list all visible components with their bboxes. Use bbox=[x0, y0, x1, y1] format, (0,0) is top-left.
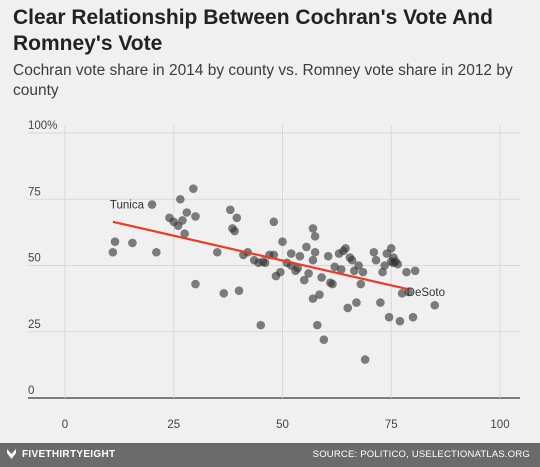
data-point bbox=[308, 224, 318, 233]
data-point bbox=[310, 232, 320, 241]
data-points bbox=[108, 184, 440, 364]
data-point bbox=[304, 269, 313, 278]
footer-bar: FIVETHIRTYEIGHT SOURCE: POLITICO, USELEC… bbox=[0, 443, 540, 467]
chart-title: Clear Relationship Between Cochran's Vot… bbox=[13, 6, 493, 55]
data-point bbox=[269, 217, 279, 227]
data-point bbox=[341, 243, 350, 253]
data-point bbox=[191, 212, 200, 221]
data-point bbox=[182, 208, 192, 217]
data-point bbox=[397, 289, 407, 298]
x-tick-label: 50 bbox=[276, 419, 289, 431]
data-point bbox=[336, 265, 346, 274]
data-point bbox=[354, 261, 363, 270]
data-point bbox=[108, 247, 118, 257]
data-point bbox=[328, 279, 337, 289]
data-point bbox=[110, 237, 120, 246]
data-point bbox=[395, 316, 405, 326]
x-tick-label: 25 bbox=[167, 419, 180, 431]
y-tick-label: 75 bbox=[28, 186, 41, 198]
data-point bbox=[315, 290, 324, 299]
data-point bbox=[356, 279, 366, 289]
data-point bbox=[299, 275, 309, 285]
x-tick-label: 0 bbox=[62, 419, 68, 431]
data-point bbox=[128, 238, 137, 248]
data-point bbox=[302, 242, 311, 252]
data-point bbox=[430, 300, 440, 310]
data-point bbox=[376, 298, 385, 307]
data-point bbox=[260, 258, 270, 268]
data-point bbox=[347, 255, 357, 265]
y-tick-label: 100% bbox=[28, 120, 57, 132]
data-point bbox=[308, 294, 318, 303]
data-point bbox=[212, 247, 222, 257]
data-point bbox=[402, 267, 411, 277]
data-point bbox=[386, 243, 396, 253]
data-point bbox=[384, 312, 394, 322]
data-point bbox=[152, 247, 161, 257]
brand-name: FIVETHIRTYEIGHT bbox=[22, 448, 116, 460]
annotation-label: Tunica bbox=[110, 200, 145, 212]
data-point bbox=[369, 247, 379, 257]
data-point bbox=[308, 255, 318, 265]
data-point bbox=[343, 303, 353, 313]
data-point bbox=[286, 249, 296, 258]
data-point bbox=[330, 262, 340, 272]
data-point bbox=[393, 259, 403, 269]
chart-subtitle: Cochran vote share in 2014 by county vs.… bbox=[13, 62, 513, 99]
scatter-plot: 0 25 50 75 100% 0 25 50 75 100 Tunica DeSoto bbox=[28, 120, 520, 431]
data-point bbox=[352, 298, 361, 307]
data-point bbox=[360, 355, 370, 364]
data-point bbox=[230, 226, 239, 236]
grid bbox=[28, 125, 520, 399]
data-point bbox=[408, 312, 418, 322]
source-note: SOURCE: POLITICO, USELECTIONATLAS.ORG bbox=[312, 449, 530, 460]
data-point bbox=[278, 237, 287, 246]
data-point bbox=[319, 335, 329, 345]
data-point bbox=[371, 255, 381, 265]
y-tick-label: 0 bbox=[28, 385, 34, 397]
data-point bbox=[358, 267, 368, 277]
data-point bbox=[378, 267, 387, 277]
data-point bbox=[178, 216, 187, 225]
annotation-label: DeSoto bbox=[407, 287, 445, 299]
x-tick-label: 75 bbox=[385, 419, 398, 431]
data-point bbox=[189, 184, 198, 193]
data-point bbox=[191, 279, 200, 289]
data-point bbox=[147, 200, 157, 209]
data-point bbox=[226, 205, 235, 215]
data-point bbox=[410, 266, 420, 276]
y-tick-label: 25 bbox=[28, 319, 41, 331]
data-point bbox=[323, 251, 333, 261]
y-tick-label: 50 bbox=[28, 253, 41, 265]
data-point bbox=[317, 273, 326, 282]
data-point bbox=[293, 263, 303, 273]
data-point bbox=[175, 194, 185, 204]
data-point bbox=[180, 229, 189, 238]
data-point bbox=[232, 213, 242, 223]
data-point bbox=[219, 289, 229, 298]
fox-logo-icon bbox=[7, 449, 16, 459]
data-point bbox=[380, 261, 390, 270]
x-tick-label: 100 bbox=[490, 419, 509, 431]
data-point bbox=[295, 251, 305, 261]
brand-logo: FIVETHIRTYEIGHT bbox=[6, 448, 115, 460]
data-point bbox=[256, 320, 266, 330]
data-point bbox=[276, 267, 285, 277]
annotations: Tunica DeSoto bbox=[110, 200, 445, 299]
data-point bbox=[234, 286, 244, 295]
data-point bbox=[310, 247, 320, 257]
trend-line bbox=[112, 220, 409, 291]
data-point bbox=[313, 320, 322, 330]
trend-line-group bbox=[112, 220, 409, 291]
axis-labels: 0 25 50 75 100% 0 25 50 75 100 bbox=[28, 120, 510, 431]
